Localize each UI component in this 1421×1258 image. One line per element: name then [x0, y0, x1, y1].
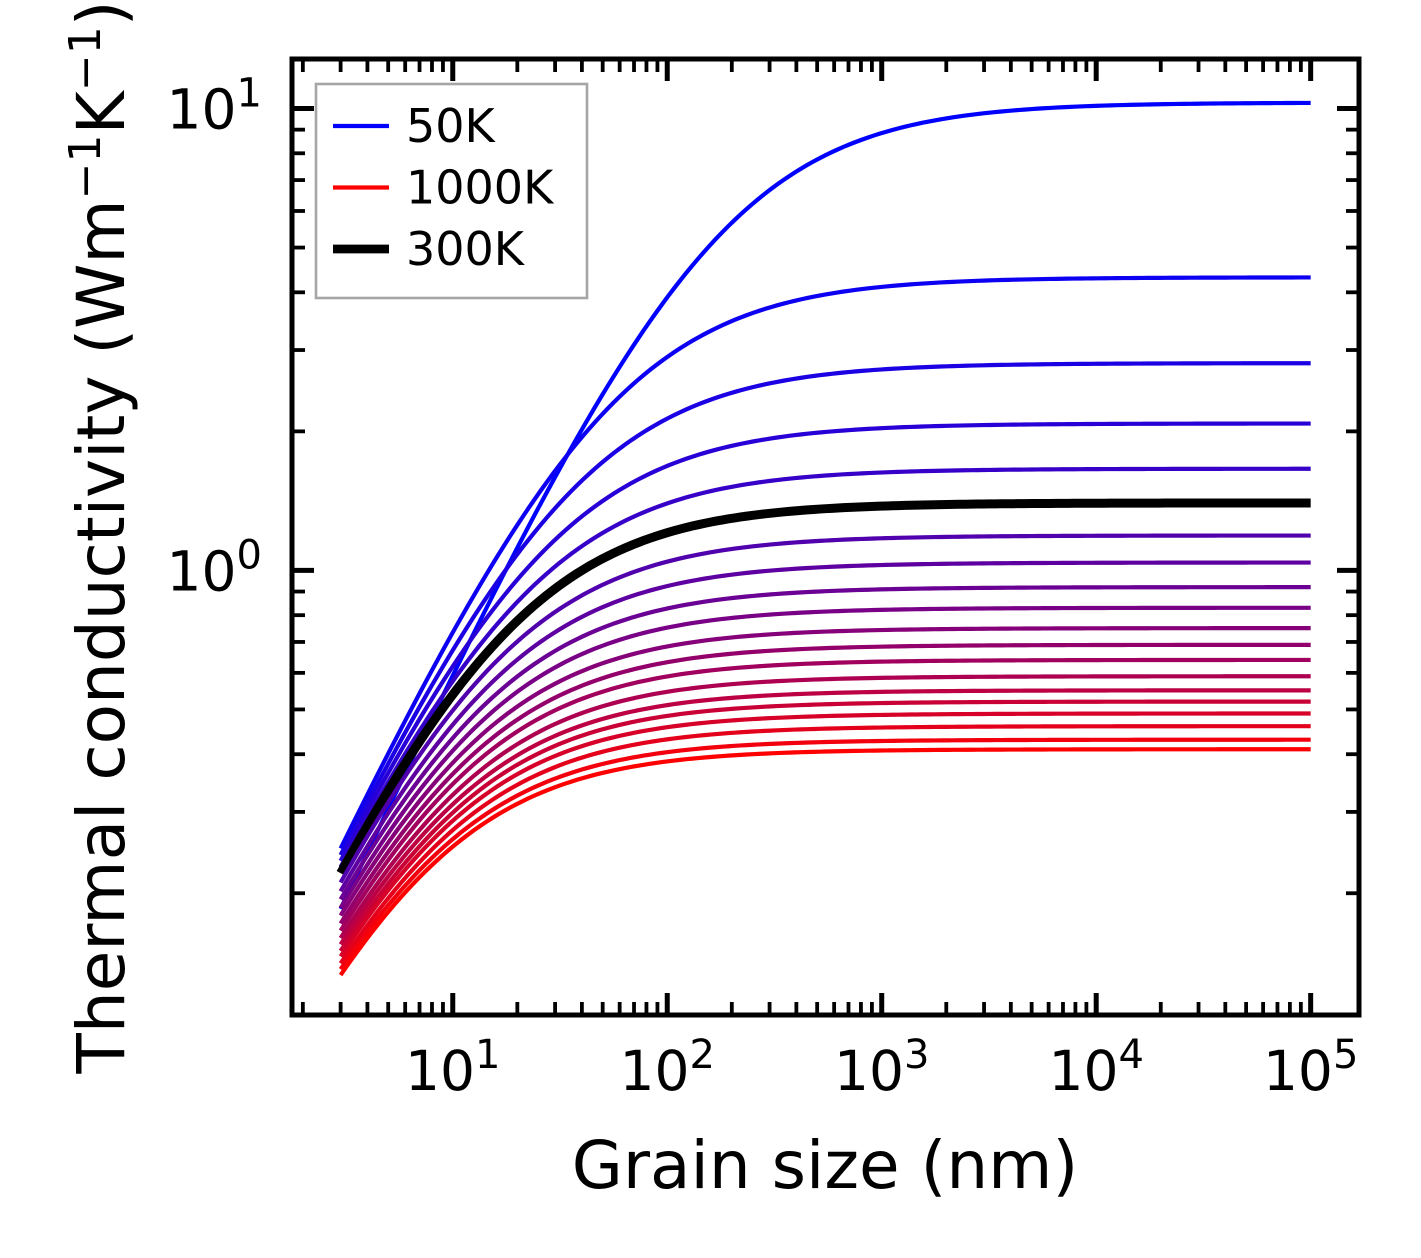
plot-border [289, 56, 1362, 1018]
curve-800K [338, 699, 1311, 953]
curve-150K [338, 361, 1311, 856]
curve-1000K [338, 747, 1311, 977]
curve-300K [336, 498, 1311, 876]
y-tick-label-10e0: 100 [167, 532, 262, 603]
legend-label-50K: 50K [406, 99, 497, 153]
curve-700K [338, 674, 1311, 940]
curve-250K [338, 466, 1311, 868]
x-tick-label-10e4: 104 [1048, 1032, 1143, 1103]
curve-350K [338, 533, 1311, 884]
x-tick-label-10e5: 105 [1263, 1032, 1358, 1103]
curve-650K [338, 657, 1311, 932]
curve-100K [338, 275, 1311, 850]
x-tick-label-10e3: 103 [834, 1032, 929, 1103]
y-tick-label-10e1: 101 [167, 71, 262, 142]
x-axis-label: Grain size (nm) [572, 1127, 1078, 1204]
axes-spines [289, 56, 1362, 1018]
curve-600K [338, 642, 1311, 925]
curve-series-group [336, 100, 1311, 977]
legend-label-300K: 300K [406, 222, 526, 276]
curve-550K [338, 626, 1311, 917]
curve-200K [338, 421, 1311, 862]
curve-950K [338, 737, 1311, 971]
y-axis-label: Thermal conductivity (Wm−1K−1) [60, 1, 140, 1075]
axes-tick-labels: 101 102 103 104 105 100 101 [167, 71, 1359, 1103]
legend-label-1000K: 1000K [406, 161, 555, 215]
x-tick-label-10e2: 102 [620, 1032, 715, 1103]
axes-ticks [292, 59, 1359, 1015]
curve-500K [338, 605, 1311, 909]
legend: 50K 1000K 300K [314, 82, 589, 300]
x-tick-label-10e1: 101 [405, 1032, 500, 1103]
curve-450K [338, 585, 1311, 901]
legend-box [314, 82, 589, 300]
curve-850K [338, 711, 1311, 958]
curve-400K [338, 560, 1311, 893]
curve-900K [338, 724, 1311, 965]
curve-750K [338, 688, 1311, 946]
